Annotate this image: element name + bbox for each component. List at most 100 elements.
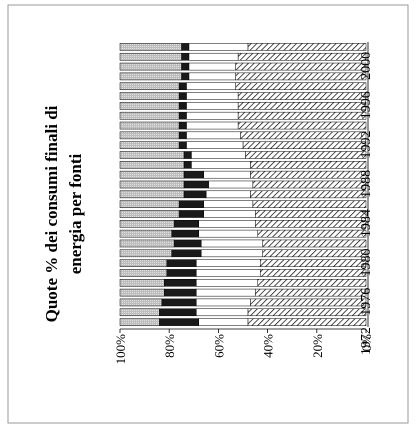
- bar-segment-light-gray-1977: [119, 269, 167, 277]
- bar-segment-light-gray-1978: [119, 259, 167, 267]
- bar-segment-light-gray-1980: [119, 239, 175, 248]
- bar-segment-dark-1992: [178, 121, 187, 130]
- bar-segment-hatched-1997: [235, 72, 367, 81]
- bar-segment-dark-1983: [178, 210, 204, 218]
- bar-segment-white-1988: [191, 161, 251, 169]
- category-tick-label: 2000: [359, 52, 374, 80]
- bar-segment-hatched-1974: [250, 298, 367, 307]
- value-axis: 0% 20% 40% 60% 80% 100%: [113, 328, 374, 365]
- bar-segment-hatched-1995: [237, 92, 367, 100]
- bar-segment-light-gray-1992: [119, 121, 180, 130]
- bar-segment-white-1983: [203, 210, 256, 218]
- bar-segment-hatched-1976: [257, 278, 367, 287]
- bar-segment-hatched-1992: [237, 121, 367, 130]
- bar-segment-light-gray-1987: [119, 170, 185, 179]
- bar-segment-white-1997: [188, 72, 236, 81]
- bar-segment-light-gray-1997: [119, 72, 182, 81]
- category-axis: 1972 1976 1980 1984 1988 1992 1996 2000: [359, 42, 374, 355]
- bar-segment-white-1976: [196, 278, 259, 287]
- bar-segment-dark-1988: [183, 161, 192, 169]
- bar-segment-dark-1990: [178, 141, 187, 149]
- bar-segment-dark-1991: [178, 131, 187, 140]
- bar-segment-white-1982: [198, 220, 256, 228]
- bar-segment-dark-1974: [161, 298, 197, 307]
- category-tick-label: 1976: [359, 288, 374, 316]
- bar-segment-white-1978: [196, 259, 261, 267]
- bar-segment-hatched-1980: [262, 239, 367, 248]
- value-tick-label: 20%: [310, 334, 325, 358]
- bar-segment-dark-1998: [181, 62, 190, 71]
- bar-segment-hatched-1987: [250, 170, 367, 179]
- bar-segment-light-gray-1994: [119, 102, 180, 110]
- bar-segment-light-gray-1999: [119, 52, 182, 61]
- bar-segment-light-gray-1972: [119, 318, 160, 326]
- bar-segment-dark-1993: [178, 111, 187, 120]
- bar-segment-white-1974: [196, 298, 251, 307]
- bar-segment-white-1980: [200, 239, 263, 248]
- value-tick-label: 40%: [261, 334, 276, 358]
- bar-segment-white-1995: [186, 92, 239, 100]
- bar-segment-light-gray-1979: [119, 249, 172, 258]
- bar-segment-white-1979: [200, 249, 263, 258]
- category-tick-label: 1992: [359, 131, 374, 159]
- bar-segment-light-gray-1976: [119, 278, 165, 287]
- bar-segment-hatched-1988: [250, 161, 367, 169]
- bar-segment-hatched-1975: [255, 288, 367, 297]
- value-tick-label: 60%: [211, 334, 226, 358]
- bar-segment-light-gray-1989: [119, 151, 185, 159]
- bar-segment-dark-1989: [183, 151, 192, 159]
- bar-segment-dark-1987: [183, 170, 204, 179]
- bar-segment-light-gray-1995: [119, 92, 180, 100]
- bar-segment-dark-1984: [178, 200, 204, 208]
- bar-segment-light-gray-2000: [119, 43, 182, 51]
- bar-segment-light-gray-1973: [119, 308, 160, 317]
- bar-segment-hatched-1979: [262, 249, 367, 258]
- bar-segment-hatched-1977: [259, 269, 367, 277]
- bar-segment-white-1999: [188, 52, 239, 61]
- bar-segment-hatched-1998: [235, 62, 367, 71]
- bar-segment-dark-1997: [181, 72, 190, 81]
- bar-segment-white-1996: [186, 82, 236, 91]
- bar-segment-white-1990: [186, 141, 244, 149]
- category-tick-label: 1972: [359, 327, 374, 355]
- bar-segment-hatched-1982: [255, 220, 367, 228]
- bar-segment-light-gray-1984: [119, 200, 180, 208]
- bar-segment-dark-2000: [181, 43, 190, 51]
- value-tick-label: 80%: [162, 334, 177, 358]
- bar-segment-dark-1999: [181, 52, 190, 61]
- chart-title: Quote % dei consumi finali di energia per…: [42, 105, 85, 322]
- bar-segment-white-1984: [203, 200, 254, 208]
- bar-segment-hatched-1973: [247, 308, 367, 317]
- category-tick-label: 1980: [359, 248, 374, 276]
- chart-title-line: Quote % dei consumi finali di: [42, 105, 61, 322]
- category-tick-label: 1996: [359, 91, 374, 119]
- bar-segment-light-gray-1982: [119, 220, 175, 228]
- bar-segment-white-1975: [196, 288, 256, 297]
- bar-segment-hatched-1999: [237, 52, 367, 61]
- bar-segment-hatched-1978: [259, 259, 367, 267]
- bar-segment-dark-1994: [178, 102, 187, 110]
- bar-segment-white-1998: [188, 62, 236, 71]
- bar-segment-white-1993: [186, 111, 239, 120]
- bar-segment-dark-1977: [166, 269, 197, 277]
- bar-segment-white-1989: [191, 151, 246, 159]
- bar-segment-dark-1995: [178, 92, 187, 100]
- bar-segment-hatched-1972: [247, 318, 367, 326]
- bar-segment-light-gray-1986: [119, 180, 185, 189]
- bar-segment-dark-1996: [178, 82, 187, 91]
- bar-segment-white-1994: [186, 102, 239, 110]
- bar-segment-hatched-1994: [237, 102, 367, 110]
- bar-segment-white-1986: [208, 180, 254, 189]
- bar-segment-dark-1972: [159, 318, 199, 326]
- value-tick-label: 0%: [359, 334, 374, 352]
- bar-segment-dark-1978: [166, 259, 197, 267]
- bar-segment-hatched-1990: [242, 141, 367, 149]
- bar-segment-dark-1975: [164, 288, 197, 297]
- category-tick-label: 1988: [359, 170, 374, 198]
- bar-segment-hatched-1991: [240, 131, 367, 140]
- value-tick-label: 100%: [113, 334, 128, 365]
- bar-segment-hatched-1984: [252, 200, 367, 208]
- bar-segment-hatched-1981: [257, 229, 367, 238]
- bar-segment-dark-1979: [171, 249, 202, 258]
